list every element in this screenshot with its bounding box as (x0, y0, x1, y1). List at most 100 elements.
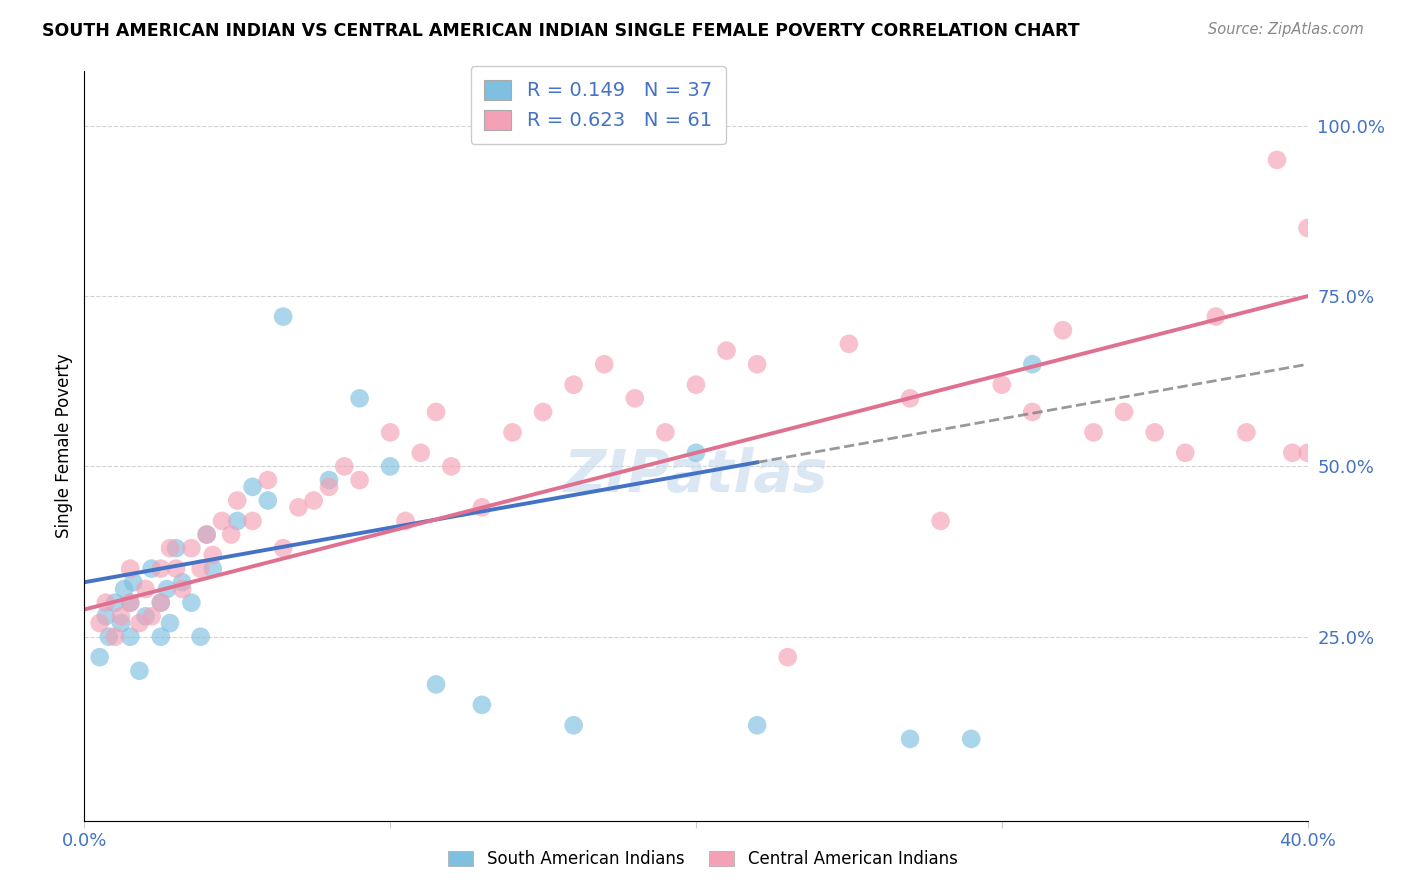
Legend: South American Indians, Central American Indians: South American Indians, Central American… (441, 844, 965, 875)
Point (349, 473, 371, 487)
Point (425, 405, 447, 419)
Point (302, 493, 325, 508)
Point (593, 357, 616, 371)
Point (333, 459, 356, 474)
Point (190, 630, 212, 644)
Point (349, 392, 371, 406)
Point (89, 616, 111, 631)
Point (318, 480, 340, 494)
Point (271, 541, 294, 556)
Point (242, 480, 264, 494)
Y-axis label: Single Female Poverty: Single Female Poverty (55, 354, 73, 538)
Text: Source: ZipAtlas.com: Source: ZipAtlas.com (1208, 22, 1364, 37)
Point (1052, 323, 1074, 337)
Point (1143, 425, 1166, 440)
Point (380, 425, 402, 440)
Point (128, 664, 150, 678)
Point (287, 500, 309, 515)
Point (242, 514, 264, 528)
Point (898, 731, 921, 746)
Point (1083, 425, 1105, 440)
Point (149, 596, 172, 610)
Point (471, 500, 494, 515)
Point (1296, 221, 1319, 235)
Point (960, 731, 983, 746)
Point (120, 630, 142, 644)
Point (929, 514, 952, 528)
Point (1265, 153, 1288, 167)
Point (624, 392, 647, 406)
Point (104, 596, 127, 610)
Point (425, 677, 447, 691)
Point (190, 561, 212, 575)
Point (165, 561, 187, 575)
Point (159, 541, 181, 556)
Point (201, 561, 224, 575)
Point (97, 630, 120, 644)
Point (562, 377, 585, 392)
Point (471, 698, 494, 712)
Point (135, 582, 157, 596)
Point (991, 377, 1014, 392)
Point (94, 596, 117, 610)
Text: SOUTH AMERICAN INDIAN VS CENTRAL AMERICAN INDIAN SINGLE FEMALE POVERTY CORRELATI: SOUTH AMERICAN INDIAN VS CENTRAL AMERICA… (42, 22, 1080, 40)
Point (165, 541, 187, 556)
Point (120, 596, 142, 610)
Point (120, 561, 142, 575)
Point (1296, 446, 1319, 460)
Point (1236, 425, 1258, 440)
Point (271, 310, 294, 324)
Point (135, 609, 157, 624)
Point (838, 336, 860, 351)
Point (685, 377, 707, 392)
Point (1205, 310, 1227, 324)
Point (1281, 446, 1303, 460)
Point (716, 343, 738, 358)
Point (226, 493, 249, 508)
Point (110, 616, 132, 631)
Point (898, 392, 921, 406)
Point (747, 357, 769, 371)
Point (104, 630, 127, 644)
Point (257, 473, 280, 487)
Point (685, 446, 707, 460)
Point (1114, 405, 1136, 419)
Point (122, 575, 145, 590)
Point (257, 493, 280, 508)
Point (776, 650, 799, 665)
Point (128, 616, 150, 631)
Point (531, 405, 554, 419)
Point (149, 561, 172, 575)
Point (195, 527, 218, 541)
Point (195, 527, 218, 541)
Point (502, 425, 524, 440)
Point (180, 596, 202, 610)
Point (409, 446, 432, 460)
Point (219, 527, 242, 541)
Point (211, 514, 233, 528)
Point (120, 596, 142, 610)
Point (110, 609, 132, 624)
Point (149, 596, 172, 610)
Legend: R = 0.149   N = 37, R = 0.623   N = 61: R = 0.149 N = 37, R = 0.623 N = 61 (471, 66, 725, 145)
Point (180, 541, 202, 556)
Point (380, 459, 402, 474)
Point (747, 718, 769, 732)
Text: ZIPatlas: ZIPatlas (564, 448, 828, 505)
Point (226, 514, 249, 528)
Point (1174, 446, 1197, 460)
Point (201, 548, 224, 562)
Point (654, 425, 676, 440)
Point (141, 561, 163, 575)
Point (89, 650, 111, 665)
Point (172, 575, 194, 590)
Point (172, 582, 194, 596)
Point (562, 718, 585, 732)
Point (318, 473, 340, 487)
Point (159, 616, 181, 631)
Point (394, 514, 416, 528)
Point (1021, 405, 1043, 419)
Point (156, 582, 179, 596)
Point (112, 582, 135, 596)
Point (94, 609, 117, 624)
